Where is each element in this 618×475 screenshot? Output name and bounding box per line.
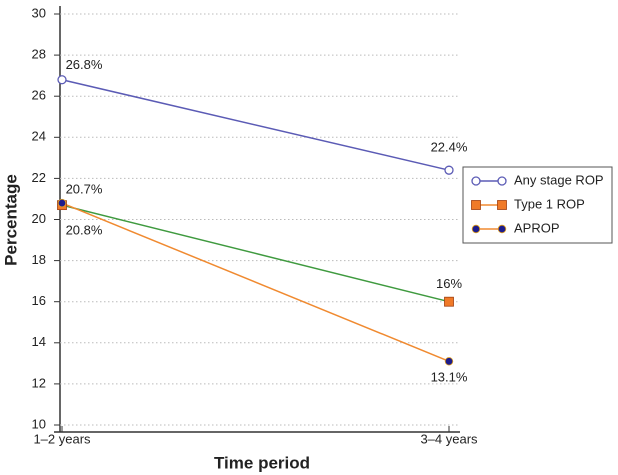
x-axis-title: Time period <box>214 453 310 472</box>
data-label: 16% <box>436 276 462 291</box>
data-point <box>57 198 67 208</box>
data-label: 20.7% <box>66 182 103 197</box>
data-label: 13.1% <box>431 370 468 385</box>
x-tick-label: 3–4 years <box>420 431 478 446</box>
legend-marker <box>471 200 481 210</box>
legend-label: Type 1 ROP <box>514 196 585 211</box>
series-line <box>61 79 450 171</box>
y-tick-label: 16 <box>32 293 46 308</box>
legend-label: APROP <box>514 220 560 235</box>
data-point <box>444 165 454 175</box>
y-tick-label: 14 <box>32 334 46 349</box>
y-tick-label: 10 <box>32 416 46 431</box>
data-label: 26.8% <box>66 57 103 72</box>
legend-marker <box>497 200 507 210</box>
data-label: 22.4% <box>431 140 468 155</box>
y-tick-label: 26 <box>32 88 46 103</box>
data-point <box>444 296 454 307</box>
y-axis-title: Percentage <box>1 174 20 266</box>
y-tick-label: 12 <box>32 375 46 390</box>
data-label: 20.8% <box>66 222 103 237</box>
legend-label: Any stage ROP <box>514 172 604 187</box>
y-tick-label: 20 <box>32 211 46 226</box>
y-tick-label: 24 <box>32 129 46 144</box>
legend-marker <box>497 176 507 186</box>
y-tick-label: 22 <box>32 170 46 185</box>
y-tick-label: 28 <box>32 47 46 62</box>
legend-marker <box>471 176 481 186</box>
legend-marker <box>497 224 507 234</box>
y-tick-label: 18 <box>32 252 46 267</box>
series-line <box>61 202 450 362</box>
legend-marker <box>471 224 481 234</box>
series-line <box>61 204 450 303</box>
data-point <box>57 75 67 85</box>
y-tick-label: 30 <box>32 5 46 20</box>
x-tick-label: 1–2 years <box>33 431 91 446</box>
data-point <box>444 357 454 366</box>
